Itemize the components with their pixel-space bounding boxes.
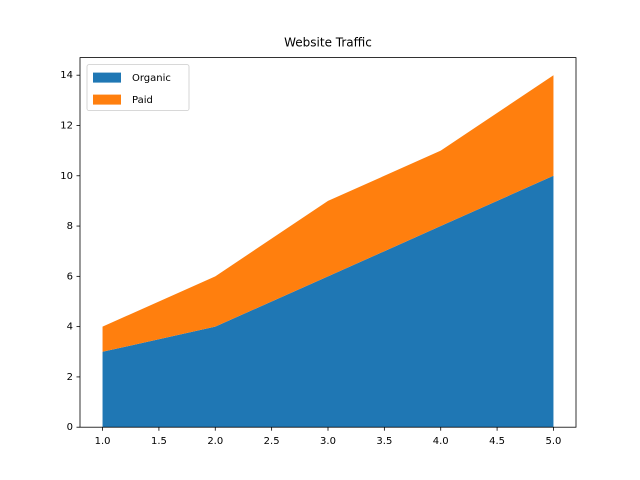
y-tick-label: 12 [60, 120, 73, 131]
legend-label: Organic [132, 73, 171, 84]
x-tick-label: 2.5 [264, 436, 280, 447]
x-tick-label: 4.5 [489, 436, 505, 447]
y-tick-label: 14 [60, 70, 73, 81]
y-tick-label: 4 [67, 322, 73, 333]
x-tick-label: 1.0 [95, 436, 111, 447]
y-tick-label: 8 [67, 221, 73, 232]
legend-swatch [93, 94, 121, 105]
y-tick-label: 2 [67, 372, 73, 383]
legend-label: Paid [132, 95, 153, 106]
x-tick-label: 3.0 [320, 436, 336, 447]
area [102, 75, 554, 352]
y-tick-label: 10 [60, 171, 73, 182]
y-tick-label: 6 [67, 271, 73, 282]
x-tick-label: 5.0 [546, 436, 562, 447]
x-tick-label: 2.0 [207, 436, 223, 447]
area [102, 175, 554, 428]
x-tick-label: 4.0 [433, 436, 449, 447]
chart-title: Website Traffic [284, 36, 372, 50]
y-tick-label: 0 [67, 422, 73, 433]
x-tick-label: 1.5 [151, 436, 167, 447]
x-tick-label: 3.5 [376, 436, 392, 447]
legend-swatch [93, 72, 121, 83]
